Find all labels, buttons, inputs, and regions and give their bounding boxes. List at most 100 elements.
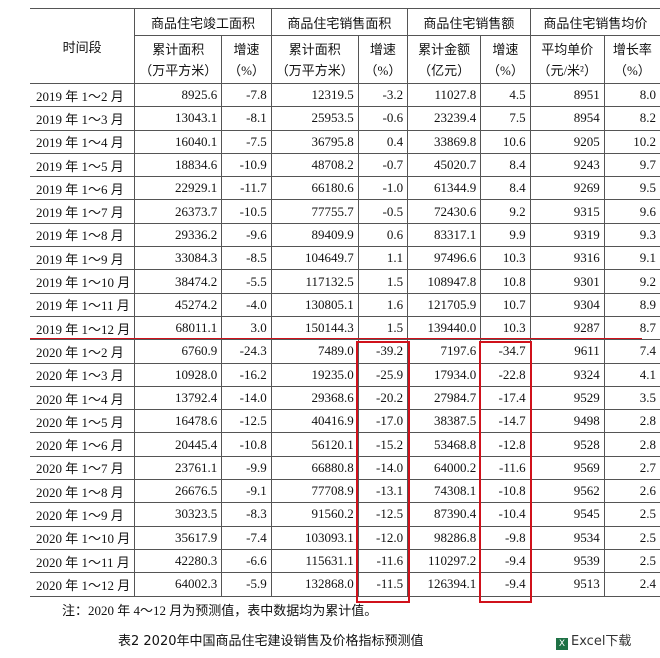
- table-cell: 10.7: [480, 292, 531, 317]
- table-cell: -20.2: [357, 385, 409, 411]
- table-cell: 25953.5: [270, 106, 359, 131]
- table-cell: 22929.1: [134, 176, 223, 201]
- group-header: 商品住宅销售额: [407, 8, 531, 36]
- table-cell: -7.8: [221, 82, 272, 108]
- column-header-line: （万平方米）: [139, 62, 218, 78]
- table-row: 2020 年 1～3 月 10928.0 -16.2 19235.0 -25.9 1793…: [30, 362, 660, 387]
- table-cell: 9.3: [603, 222, 660, 248]
- table-row: 2019 年 1～10 月 38474.2 -5.5 117132.5 1.5 10894…: [30, 269, 660, 294]
- table-cell: -9.4: [480, 548, 531, 574]
- table-cell: 132868.0: [270, 572, 359, 597]
- table-cell: 8.2: [603, 106, 660, 131]
- table-note: 注：2020 年 4～12 月为预测值，表中数据均为累计值。: [62, 603, 378, 618]
- table-cell: 104649.7: [270, 246, 359, 271]
- table-cell: -8.5: [221, 246, 272, 271]
- table-cell: 8.9: [603, 292, 660, 317]
- table-cell: -14.0: [357, 455, 409, 481]
- table-cell: -9.1: [221, 479, 272, 504]
- table-cell: 66880.8: [270, 455, 359, 481]
- table-cell: 2019 年 1～8 月: [30, 222, 136, 248]
- table-cell: 9301: [529, 269, 605, 294]
- table-cell: -10.8: [480, 479, 531, 504]
- table-row: 2019 年 1～12 月 68011.1 3.0 150144.3 1.5 139440…: [30, 315, 660, 341]
- column-header: 增速 （%）: [480, 35, 531, 84]
- table-cell: 115631.1: [270, 548, 359, 574]
- group-header: 商品住宅销售面积: [270, 8, 409, 36]
- table-cell: 7.5: [480, 106, 531, 131]
- table-cell: -8.3: [221, 502, 272, 527]
- table-cell: 18834.6: [134, 152, 223, 178]
- table-cell: 6760.9: [134, 339, 223, 364]
- table-cell: 103093.1: [270, 525, 359, 550]
- table-row: 2019 年 1～3 月 13043.1 -8.1 25953.5 -0.6 23239.…: [30, 106, 660, 131]
- column-header-line: 累计金额: [418, 41, 471, 57]
- table-row: 2019 年 1～8 月 29336.2 -9.6 89409.9 0.6 83317.1…: [30, 222, 660, 248]
- header-cell: 时间段: [30, 8, 136, 84]
- table-cell: 2019 年 1～4 月: [30, 129, 136, 154]
- table-cell: -11.6: [357, 548, 409, 574]
- table-cell: 61344.9: [407, 176, 482, 201]
- table-cell: 72430.6: [407, 199, 482, 224]
- table-cell: 9.2: [480, 199, 531, 224]
- column-header-line: 增长率: [612, 41, 652, 57]
- table-cell: 38387.5: [407, 409, 482, 434]
- table-cell: 2019 年 1～10 月: [30, 269, 136, 294]
- table-cell: 2020 年 1～6 月: [30, 432, 136, 457]
- table-cell: -16.2: [221, 362, 272, 387]
- table-cell: 2.5: [603, 525, 660, 550]
- table-cell: 2020 年 1～4 月: [30, 385, 136, 411]
- table-cell: 97496.6: [407, 246, 482, 271]
- table-cell: 2.8: [603, 409, 660, 434]
- table-cell: -39.2: [357, 339, 409, 364]
- table-cell: -14.7: [480, 409, 531, 434]
- table-cell: 20445.4: [134, 432, 223, 457]
- table-cell: 7.4: [603, 339, 660, 364]
- table-row: 2019 年 1～6 月 22929.1 -11.7 66180.6 -1.0 61344…: [30, 176, 660, 201]
- table-cell: 23239.4: [407, 106, 482, 131]
- table-cell: 2019 年 1～7 月: [30, 199, 136, 224]
- table-cell: 16040.1: [134, 129, 223, 154]
- table-row: 2020 年 1～6 月 20445.4 -10.8 56120.1 -15.2 5346…: [30, 432, 660, 457]
- table-row: 2019 年 1～2 月 8925.6 -7.8 12319.5 -3.2 11027.8…: [30, 82, 660, 108]
- table-row: 2020 年 1～9 月 30323.5 -8.3 91560.2 -12.5 87390…: [30, 502, 660, 527]
- table-cell: 27984.7: [407, 385, 482, 411]
- table-cell: -10.5: [221, 199, 272, 224]
- table-cell: 9.2: [603, 269, 660, 294]
- table-cell: -1.0: [357, 176, 409, 201]
- table-cell: 4.1: [603, 362, 660, 387]
- table-cell: 2019 年 1～2 月: [30, 82, 136, 108]
- table-cell: 9243: [529, 152, 605, 178]
- table-cell: 117132.5: [270, 269, 359, 294]
- table-cell: 19235.0: [270, 362, 359, 387]
- column-header-line: 累计面积: [152, 41, 205, 57]
- table-cell: 9304: [529, 292, 605, 317]
- table-cell: 12319.5: [270, 82, 359, 108]
- table-row: 2020 年 1～5 月 16478.6 -12.5 40416.9 -17.0 3838…: [30, 409, 660, 434]
- table-cell: -7.4: [221, 525, 272, 550]
- table-cell: -7.5: [221, 129, 272, 154]
- table-cell: 4.5: [480, 82, 531, 108]
- column-header-line: （万平方米）: [275, 62, 354, 78]
- table-cell: 126394.1: [407, 572, 482, 597]
- table-cell: 9269: [529, 176, 605, 201]
- table-cell: 8.4: [480, 152, 531, 178]
- table-cell: -22.8: [480, 362, 531, 387]
- column-header: 累计面积 （万平方米）: [270, 35, 359, 84]
- table-cell: 30323.5: [134, 502, 223, 527]
- table-row: 2020 年 1～7 月 23761.1 -9.9 66880.8 -14.0 64000…: [30, 455, 660, 481]
- table-cell: 2.7: [603, 455, 660, 481]
- column-header: 增速 （%）: [357, 35, 409, 84]
- table-cell: 7489.0: [270, 339, 359, 364]
- table-cell: 2.8: [603, 432, 660, 457]
- group-header: 商品住宅竣工面积: [134, 8, 272, 36]
- table-cell: 9315: [529, 199, 605, 224]
- logo-icon: X: [556, 638, 568, 650]
- table-cell: 3.5: [603, 385, 660, 411]
- table-cell: 26676.5: [134, 479, 223, 504]
- table-row: 2019 年 1～5 月 18834.6 -10.9 48708.2 -0.7 45020…: [30, 152, 660, 178]
- table-cell: -34.7: [480, 339, 531, 364]
- column-header: 累计金额 （亿元）: [407, 35, 482, 84]
- table-cell: -5.5: [221, 269, 272, 294]
- table-row: 2020 年 1～12 月 64002.3 -5.9 132868.0 -11.5 126…: [30, 572, 660, 597]
